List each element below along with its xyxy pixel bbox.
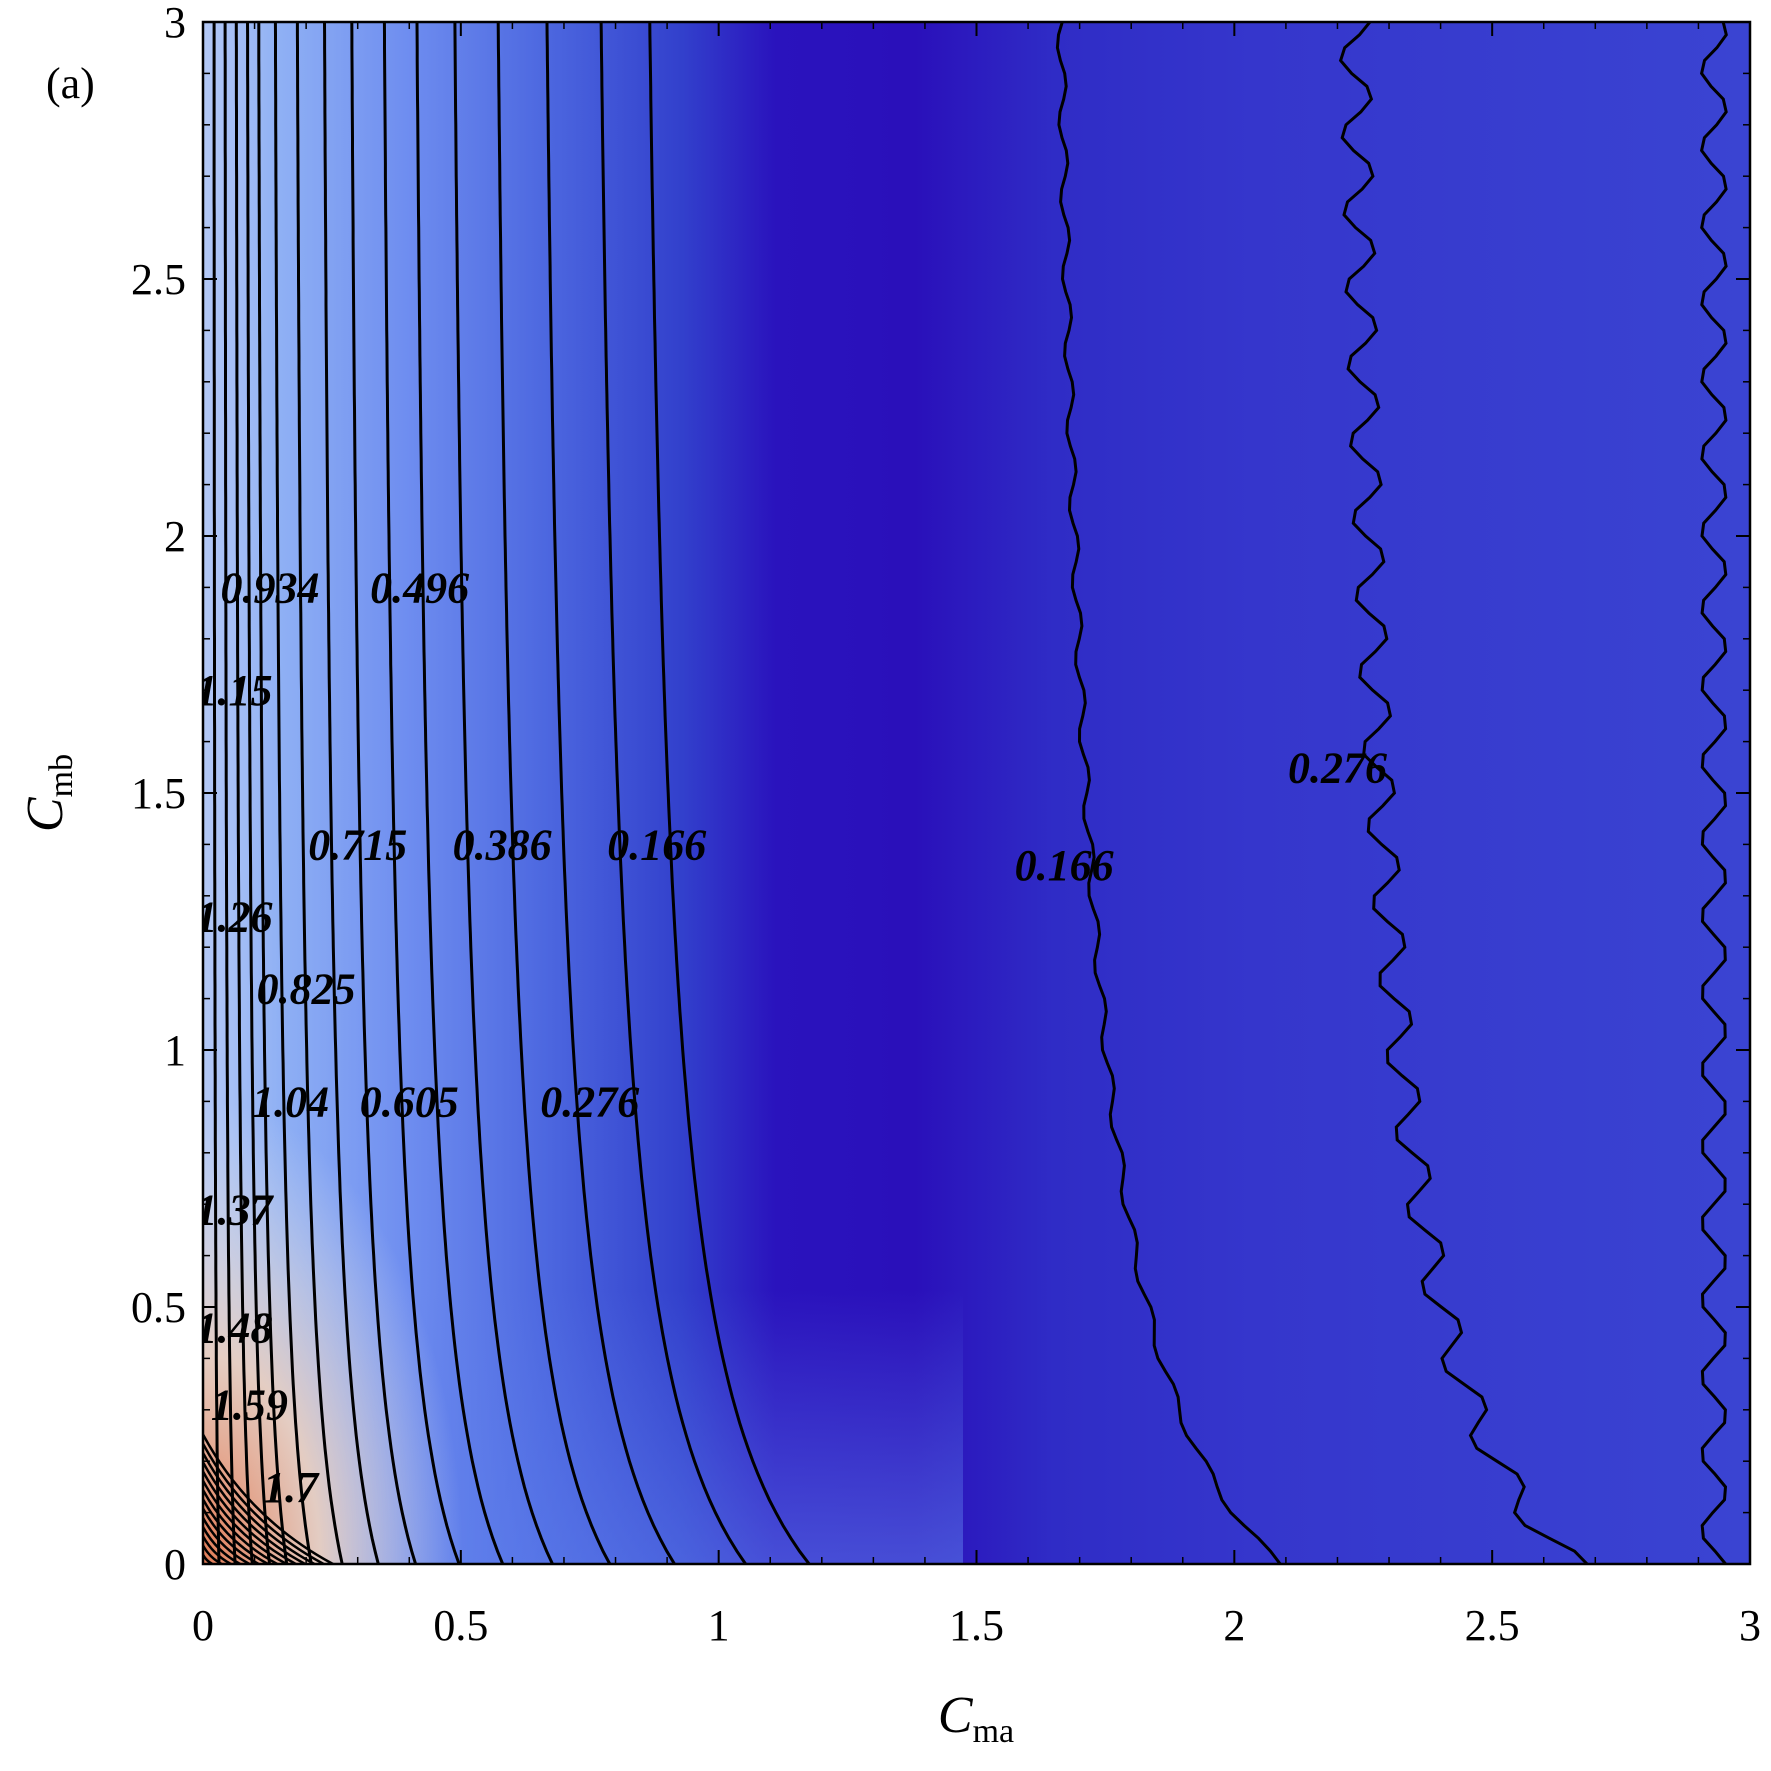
contour-label: 0.605 bbox=[360, 1077, 459, 1126]
contour-line bbox=[203, 1535, 232, 1564]
x-tick-label: 1.5 bbox=[949, 1601, 1004, 1650]
contour-label: 1.7 bbox=[263, 1463, 320, 1512]
contour-line bbox=[1055, 22, 1282, 1564]
x-axis-label: Cma bbox=[938, 1687, 1014, 1750]
contour-label: 0.715 bbox=[308, 820, 407, 869]
panel-label: (a) bbox=[46, 59, 95, 108]
contour-line bbox=[203, 1498, 269, 1564]
contour-lines bbox=[203, 22, 1728, 1564]
contour-line bbox=[295, 22, 344, 1564]
contour-label: 1.26 bbox=[195, 892, 272, 941]
y-tick-label: 0.5 bbox=[131, 1283, 186, 1332]
axes: 0 0.5 1 1.5 2 2.5 3 0 0.5 1 1.5 2 2.5 3 bbox=[131, 0, 1761, 1650]
x-tick-label: 1 bbox=[708, 1601, 730, 1650]
contour-line bbox=[203, 1507, 260, 1564]
contour-line bbox=[415, 22, 505, 1564]
contour-label: 0.934 bbox=[221, 563, 320, 612]
contour-line bbox=[496, 22, 612, 1564]
contour-line bbox=[1699, 22, 1728, 1564]
x-tick-label: 3 bbox=[1739, 1601, 1761, 1650]
y-tick-label: 1.5 bbox=[131, 769, 186, 818]
contour-line bbox=[350, 22, 418, 1564]
x-axis-tick-labels: 0 0.5 1 1.5 2 2.5 3 bbox=[192, 1601, 1761, 1650]
contour-line bbox=[323, 22, 380, 1564]
contour-line bbox=[234, 22, 254, 1564]
contour-label: 1.48 bbox=[195, 1304, 272, 1353]
contour-label: 0.166 bbox=[1015, 841, 1114, 890]
x-tick-label: 0.5 bbox=[433, 1601, 488, 1650]
contour-labels: 0.934 0.496 1.15 0.715 0.386 0.166 0.276 0.166 1… bbox=[195, 563, 1387, 1512]
contour-line bbox=[453, 22, 554, 1564]
contour-line bbox=[203, 1489, 278, 1564]
contour-line bbox=[545, 22, 676, 1564]
y-tick-label: 0 bbox=[164, 1540, 186, 1589]
contour-line bbox=[203, 1433, 334, 1564]
contour-label: 0.496 bbox=[370, 563, 469, 612]
contour-label: 1.59 bbox=[211, 1381, 288, 1430]
y-tick-label: 1 bbox=[164, 1026, 186, 1075]
contour-line bbox=[599, 22, 747, 1564]
contour-line bbox=[203, 1480, 288, 1564]
contour-line bbox=[203, 1517, 251, 1564]
contour-line bbox=[257, 22, 289, 1564]
contour-label: 1.04 bbox=[252, 1077, 329, 1126]
y-tick-label: 2 bbox=[164, 512, 186, 561]
contour-line bbox=[203, 1526, 241, 1564]
contour-line bbox=[273, 22, 313, 1564]
contour-label: 0.276 bbox=[1288, 743, 1387, 792]
contour-label: 0.825 bbox=[257, 964, 356, 1013]
contour-line bbox=[203, 1452, 315, 1564]
contour-line bbox=[1338, 22, 1589, 1564]
contour-label: 0.386 bbox=[453, 820, 552, 869]
contour-label: 1.15 bbox=[195, 666, 272, 715]
contour-label: 1.37 bbox=[195, 1185, 274, 1234]
x-tick-label: 2 bbox=[1223, 1601, 1245, 1650]
x-tick-label: 2.5 bbox=[1465, 1601, 1520, 1650]
contour-label: 0.276 bbox=[540, 1077, 639, 1126]
contour-label: 0.166 bbox=[607, 820, 706, 869]
x-tick-label: 0 bbox=[192, 1601, 214, 1650]
contour-line bbox=[382, 22, 461, 1564]
contour-line bbox=[203, 1461, 306, 1564]
y-tick-label: 3 bbox=[164, 0, 186, 47]
x-axis-ticks bbox=[202, 22, 1751, 1564]
y-axis-tick-labels: 0 0.5 1 1.5 2 2.5 3 bbox=[131, 0, 186, 1589]
contour-line bbox=[223, 22, 237, 1564]
contour-line bbox=[246, 22, 271, 1564]
contour-line bbox=[648, 22, 811, 1564]
contour-line bbox=[203, 1470, 297, 1564]
y-tick-label: 2.5 bbox=[131, 255, 186, 304]
plot-area: 0.934 0.496 1.15 0.715 0.386 0.166 0.276 0.166 1… bbox=[195, 22, 1750, 1564]
y-axis-label: Cmb bbox=[17, 754, 80, 832]
y-axis-ticks bbox=[203, 21, 1750, 1565]
contour-line bbox=[203, 1443, 325, 1564]
